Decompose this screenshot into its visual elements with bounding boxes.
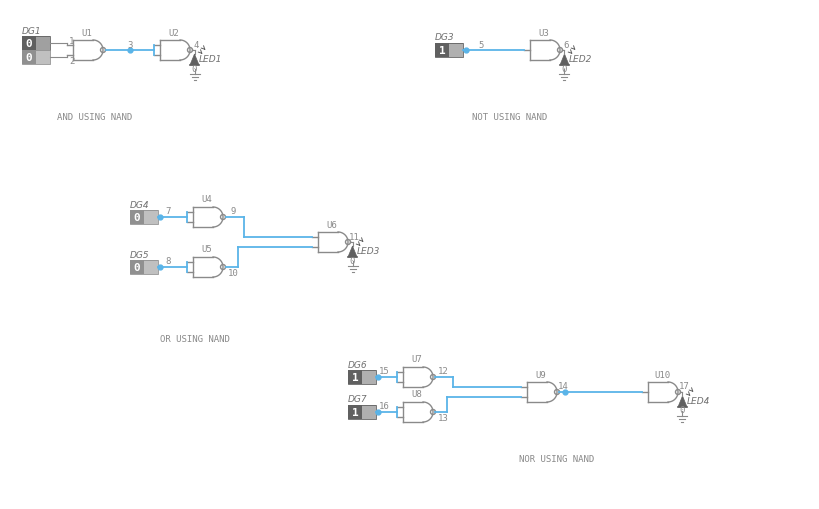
- Text: 0: 0: [25, 53, 33, 63]
- Text: LED4: LED4: [687, 397, 710, 406]
- Text: U5: U5: [201, 245, 212, 254]
- Text: 2: 2: [70, 56, 75, 65]
- Text: 0: 0: [350, 256, 355, 265]
- Text: 8: 8: [165, 257, 170, 266]
- Bar: [362, 405, 376, 419]
- Text: 0: 0: [133, 263, 140, 272]
- Bar: [130, 261, 144, 274]
- Text: DG1: DG1: [22, 26, 42, 36]
- Bar: [130, 261, 158, 274]
- Text: 0: 0: [680, 406, 686, 415]
- Text: U2: U2: [169, 29, 179, 38]
- Text: LED3: LED3: [357, 247, 380, 256]
- Bar: [348, 405, 376, 419]
- Bar: [362, 370, 376, 384]
- Polygon shape: [560, 55, 569, 66]
- Text: 1: 1: [70, 37, 75, 45]
- Bar: [144, 261, 158, 274]
- Text: DG3: DG3: [435, 34, 455, 42]
- Bar: [144, 211, 158, 224]
- Text: OR USING NAND: OR USING NAND: [160, 335, 230, 344]
- Polygon shape: [190, 55, 199, 66]
- Text: AND USING NAND: AND USING NAND: [57, 114, 133, 122]
- Text: U8: U8: [412, 390, 423, 399]
- Text: 14: 14: [558, 382, 569, 391]
- Bar: [130, 211, 144, 224]
- Text: U4: U4: [201, 195, 212, 204]
- Bar: [36, 51, 50, 65]
- Bar: [348, 370, 376, 384]
- Bar: [22, 51, 36, 65]
- Bar: [435, 44, 463, 58]
- Text: LED2: LED2: [569, 55, 592, 64]
- Text: 0: 0: [562, 64, 568, 73]
- Text: NOT USING NAND: NOT USING NAND: [473, 114, 548, 122]
- Text: 1: 1: [351, 372, 359, 382]
- Text: 13: 13: [438, 414, 449, 422]
- Text: DG7: DG7: [348, 394, 368, 404]
- Bar: [22, 37, 36, 51]
- Text: NOR USING NAND: NOR USING NAND: [519, 455, 595, 464]
- Bar: [449, 44, 463, 58]
- Text: LED1: LED1: [199, 55, 222, 64]
- Text: 7: 7: [165, 207, 170, 216]
- Bar: [348, 405, 362, 419]
- Polygon shape: [678, 396, 687, 407]
- Bar: [435, 44, 449, 58]
- Polygon shape: [348, 246, 357, 258]
- Text: U3: U3: [539, 29, 550, 38]
- Text: U10: U10: [654, 370, 670, 379]
- Text: 3: 3: [127, 40, 133, 49]
- Bar: [36, 37, 50, 51]
- Text: U6: U6: [327, 220, 337, 229]
- Text: 15: 15: [378, 367, 389, 376]
- Text: 6: 6: [563, 40, 569, 49]
- Text: 5: 5: [478, 40, 484, 49]
- Bar: [22, 51, 50, 65]
- Text: 9: 9: [231, 207, 236, 216]
- Text: U1: U1: [82, 29, 93, 38]
- Bar: [348, 370, 362, 384]
- Text: U7: U7: [412, 355, 423, 364]
- Text: 16: 16: [378, 402, 389, 411]
- Text: 0: 0: [192, 64, 197, 73]
- Text: U9: U9: [536, 370, 546, 379]
- Text: DG5: DG5: [130, 250, 150, 259]
- Text: 0: 0: [25, 39, 33, 49]
- Text: 4: 4: [194, 40, 199, 49]
- Text: 0: 0: [133, 213, 140, 222]
- Text: 1: 1: [351, 407, 359, 417]
- Text: DG4: DG4: [130, 200, 150, 209]
- Bar: [130, 211, 158, 224]
- Text: 17: 17: [679, 382, 690, 391]
- Text: DG6: DG6: [348, 360, 368, 369]
- Bar: [22, 37, 50, 51]
- Text: 12: 12: [438, 367, 449, 376]
- Text: 10: 10: [229, 269, 239, 278]
- Text: 11: 11: [349, 232, 360, 241]
- Text: 1: 1: [439, 46, 446, 56]
